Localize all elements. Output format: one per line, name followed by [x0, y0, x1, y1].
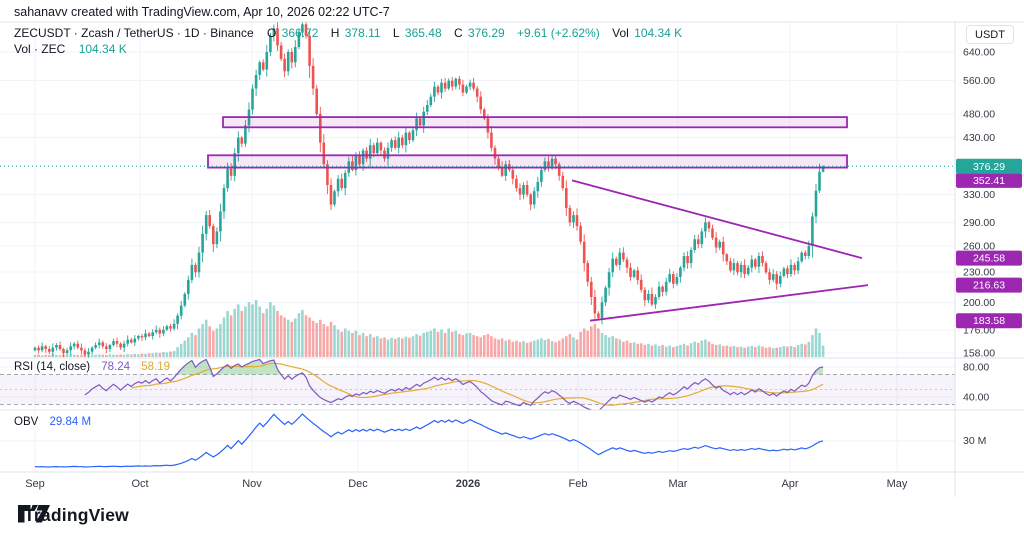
rsi-value: 78.24	[101, 361, 131, 373]
time-axis[interactable]: Sep Oct Nov Dec 2026 Feb Mar Apr May	[25, 478, 908, 490]
svg-text:216.63: 216.63	[973, 280, 1005, 292]
price-axis[interactable]: 640.00 560.00 480.00 430.00 330.00 290.00 260.…	[956, 47, 1022, 448]
rsi-ma-line	[131, 362, 824, 406]
svg-text:Feb: Feb	[569, 478, 588, 490]
rsi-legend: RSI (14, close) 78.24 58.19	[14, 361, 170, 373]
candles-layer[interactable]	[33, 18, 825, 359]
rsi-pane[interactable]	[0, 359, 955, 412]
obv-value: 29.84 M	[49, 416, 92, 428]
svg-text:Mar: Mar	[669, 478, 688, 490]
tradingview-logo-icon	[18, 505, 50, 523]
svg-text:40.00: 40.00	[963, 392, 989, 404]
svg-text:Dec: Dec	[348, 478, 368, 490]
volume-indicator-title: Vol · ZEC	[14, 42, 66, 56]
symbol-title: ZECUSDT · Zcash / TetherUS · 1D · Binanc…	[14, 26, 254, 40]
price-scale-currency-button[interactable]: USDT	[966, 25, 1014, 44]
pane-separators[interactable]	[0, 21, 1024, 497]
svg-text:May: May	[887, 478, 908, 490]
svg-text:230.00: 230.00	[963, 267, 995, 279]
svg-text:560.00: 560.00	[963, 75, 995, 87]
rsi-overbought-fill	[84, 359, 824, 375]
drawings-layer[interactable]	[207, 116, 869, 322]
svg-text:330.00: 330.00	[963, 189, 995, 201]
obv-legend: OBV 29.84 M	[14, 416, 91, 428]
svg-text:30 M: 30 M	[963, 435, 986, 447]
low-label: L	[392, 26, 400, 40]
low-value: 365.48	[404, 26, 442, 40]
svg-text:352.41: 352.41	[973, 175, 1005, 187]
close-value: 376.29	[467, 26, 505, 40]
rsi-ma-value: 58.19	[141, 361, 171, 373]
svg-text:245.58: 245.58	[973, 253, 1005, 265]
drawing-price-badge: 216.63	[956, 277, 1022, 293]
svg-text:Oct: Oct	[131, 478, 148, 490]
rsi-line	[84, 359, 824, 410]
obv-title: OBV	[14, 416, 39, 428]
volume-bars	[33, 300, 825, 358]
tradingview-logo[interactable]: TradingView	[17, 502, 129, 528]
change-value: +9.61 (+2.62%)	[517, 26, 600, 40]
drawing-price-badge: 183.58	[956, 313, 1022, 329]
open-label: O	[266, 26, 277, 40]
svg-text:480.00: 480.00	[963, 108, 995, 120]
tradingview-logo-text: TradingView	[24, 504, 129, 525]
trendline	[589, 284, 869, 322]
trendline	[571, 179, 863, 259]
volume-value: 104.34 K	[634, 26, 683, 40]
svg-text:Nov: Nov	[242, 478, 262, 490]
open-value: 366.72	[281, 26, 319, 40]
price-zone-box	[207, 154, 848, 169]
attribution-text: sahanavv created with TradingView.com, A…	[14, 5, 390, 19]
grid-layer	[0, 22, 955, 472]
svg-text:430.00: 430.00	[963, 132, 995, 144]
svg-text:260.00: 260.00	[963, 240, 995, 252]
svg-text:183.58: 183.58	[973, 315, 1005, 327]
volume-label: Vol	[612, 26, 629, 40]
drawing-price-badge: 245.58	[956, 250, 1022, 266]
svg-text:80.00: 80.00	[963, 362, 989, 374]
volume-indicator-value: 104.34 K	[78, 42, 127, 56]
price-zone-box	[222, 116, 848, 129]
close-label: C	[453, 26, 463, 40]
svg-text:640.00: 640.00	[963, 47, 995, 59]
high-value: 378.11	[344, 26, 381, 40]
svg-text:376.29: 376.29	[973, 161, 1005, 173]
svg-text:200.00: 200.00	[963, 297, 995, 309]
high-label: H	[330, 26, 340, 40]
svg-text:158.00: 158.00	[963, 348, 995, 360]
obv-pane[interactable]	[0, 413, 955, 468]
obv-line	[34, 413, 824, 468]
svg-text:2026: 2026	[456, 478, 480, 490]
symbol-legend: ZECUSDT · Zcash / TetherUS · 1D · Binanc…	[14, 26, 684, 40]
svg-text:Sep: Sep	[25, 478, 45, 490]
rsi-title: RSI (14, close)	[14, 361, 91, 373]
current-price-badge: 376.29	[956, 158, 1022, 174]
drawing-price-badge: 352.41	[956, 172, 1022, 188]
svg-text:Apr: Apr	[781, 478, 798, 490]
svg-text:290.00: 290.00	[963, 217, 995, 229]
volume-indicator-legend: Vol · ZEC 104.34 K	[14, 42, 129, 56]
